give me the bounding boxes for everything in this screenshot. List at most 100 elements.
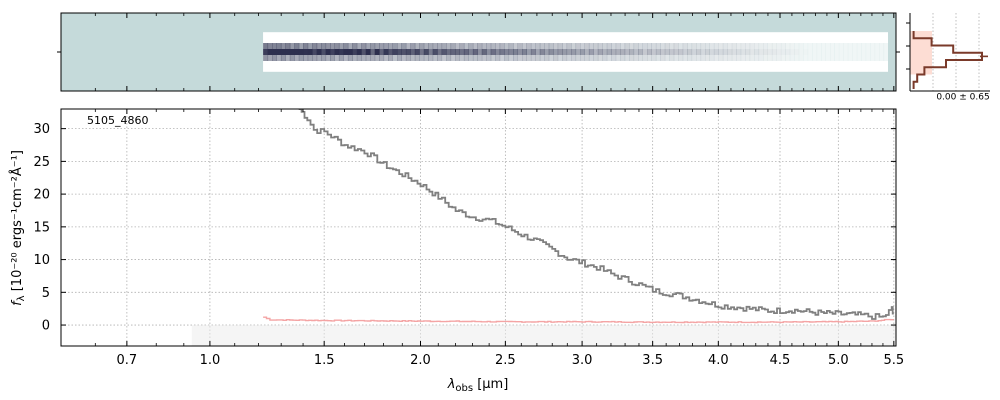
trace-pixel [678, 49, 684, 55]
trace-halo [597, 43, 603, 49]
trace-halo [745, 55, 751, 61]
trace-halo [655, 43, 661, 49]
trace-halo [687, 55, 693, 61]
trace-pixel [749, 55, 755, 61]
trace-halo [289, 43, 295, 49]
trace-pixel [758, 43, 764, 49]
trace-halo [754, 55, 760, 61]
trace-pixel [517, 49, 523, 55]
trace-halo [263, 49, 268, 55]
trace-halo [856, 43, 862, 49]
trace-halo [754, 49, 760, 55]
trace-pixel [356, 55, 362, 61]
trace-pixel [535, 43, 541, 49]
trace-halo [517, 43, 523, 49]
trace-pixel [450, 55, 456, 61]
trace-pixel [615, 43, 621, 49]
trace-pixel [655, 55, 661, 61]
trace-halo [789, 43, 795, 49]
trace-pixel [486, 55, 492, 61]
trace-pixel [580, 55, 585, 61]
spectrum-2d-ticks [57, 13, 900, 91]
trace-pixel [450, 49, 456, 55]
trace-pixel [580, 49, 585, 55]
trace-halo [879, 55, 885, 61]
trace-halo [602, 43, 608, 49]
trace-halo [722, 49, 728, 55]
trace-halo [642, 49, 648, 55]
trace-pixel [736, 49, 742, 55]
trace-halo [321, 49, 326, 55]
trace-pixel [620, 49, 626, 55]
trace-pixel [504, 49, 510, 55]
trace-halo [602, 55, 608, 61]
trace-halo [410, 55, 416, 61]
trace-halo [883, 49, 889, 55]
trace-halo [785, 43, 791, 49]
trace-halo [722, 55, 728, 61]
trace-halo [865, 43, 871, 49]
trace-pixel [330, 49, 335, 55]
trace-pixel [495, 55, 501, 61]
trace-halo [401, 55, 407, 61]
trace-halo [834, 43, 840, 49]
trace-halo [432, 55, 438, 61]
trace-halo [602, 49, 608, 55]
trace-pixel [624, 49, 630, 55]
trace-halo [664, 49, 670, 55]
trace-pixel [638, 43, 643, 49]
profile-line [912, 31, 983, 89]
trace-pixel [580, 43, 585, 49]
trace-halo [754, 43, 760, 49]
trace-halo [272, 55, 277, 61]
trace-pixel [736, 55, 742, 61]
trace-pixel [419, 49, 425, 55]
trace-halo [588, 49, 594, 55]
trace-halo [343, 43, 349, 49]
trace-halo [406, 49, 411, 55]
trace-pixel [696, 49, 702, 55]
trace-pixel [633, 43, 639, 49]
trace-pixel [544, 43, 550, 49]
trace-pixel [379, 55, 385, 61]
x-tick-label: 1.0 [200, 353, 221, 368]
trace-pixel [410, 55, 416, 61]
trace-pixel [294, 43, 300, 49]
trace-pixel [727, 55, 733, 61]
y-tick-label: 15 [33, 220, 50, 235]
trace-pixel [450, 43, 456, 49]
trace-pixel [472, 43, 478, 49]
trace-halo [606, 49, 612, 55]
trace-pixel [731, 55, 737, 61]
trace-pixel [763, 55, 768, 61]
trace-halo [383, 55, 389, 61]
trace-pixel [553, 43, 559, 49]
trace-halo [499, 43, 505, 49]
trace-halo [705, 49, 710, 55]
trace-pixel [289, 55, 295, 61]
trace-halo [522, 55, 527, 61]
flux-series-line [298, 109, 894, 320]
x-tick-label: 2.0 [410, 353, 431, 368]
trace-halo [874, 43, 880, 49]
trace-pixel [620, 55, 626, 61]
trace-pixel [611, 49, 617, 55]
trace-halo [861, 49, 867, 55]
trace-pixel [709, 55, 715, 61]
trace-halo [776, 43, 782, 49]
trace-halo [361, 43, 367, 49]
trace-pixel [615, 49, 621, 55]
trace-pixel [638, 49, 643, 55]
trace-pixel [307, 49, 313, 55]
trace-halo [843, 49, 849, 55]
trace-halo [303, 43, 309, 49]
trace-halo [593, 43, 599, 49]
trace-pixel [517, 43, 523, 49]
trace-halo [830, 55, 835, 61]
trace-halo [812, 49, 818, 55]
trace-halo [798, 55, 804, 61]
trace-halo [325, 43, 331, 49]
trace-pixel [548, 55, 554, 61]
trace-pixel [423, 55, 429, 61]
trace-pixel [522, 49, 527, 55]
